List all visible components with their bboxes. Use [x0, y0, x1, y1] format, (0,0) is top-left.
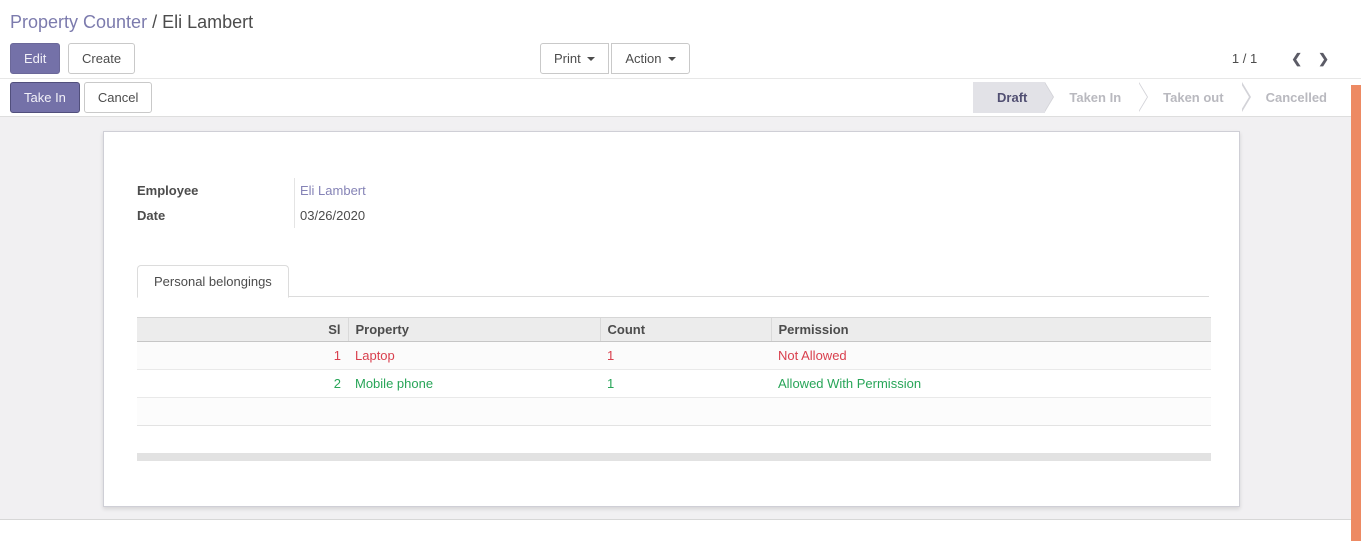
status-step-taken-in[interactable]: Taken In — [1045, 82, 1148, 113]
status-steps: Draft Taken In Taken out Cancelled — [973, 82, 1345, 113]
table-row-mobile-phone[interactable]: 2 Mobile phone 1 Allowed With Permission — [137, 369, 1211, 398]
field-row-date: Date 03/26/2020 — [137, 203, 1239, 228]
edit-button[interactable]: Edit — [10, 43, 61, 74]
table-header-row: Sl Property Count Permission — [137, 317, 1211, 342]
chevron-left-icon[interactable]: ❮ — [1291, 50, 1303, 66]
date-field-value: 03/26/2020 — [294, 203, 614, 228]
employee-field-value-link[interactable]: Eli Lambert — [300, 183, 366, 198]
print-dropdown-button[interactable]: Print — [540, 43, 609, 74]
cell-property: Laptop — [348, 341, 600, 370]
tab-personal-belongings[interactable]: Personal belongings — [137, 265, 289, 298]
action-dropdown-button[interactable]: Action — [611, 43, 690, 74]
breadcrumb: Property Counter / Eli Lambert — [0, 0, 1361, 34]
statusbar: Take In Cancel Draft Taken In Taken out … — [0, 79, 1361, 117]
caret-down-icon — [586, 57, 595, 61]
control-panel: Property Counter / Eli Lambert Edit Crea… — [0, 0, 1361, 79]
chevron-right-icon[interactable]: ❯ — [1318, 50, 1329, 66]
status-step-draft[interactable]: Draft — [973, 82, 1055, 113]
cell-sl: 2 — [137, 369, 348, 398]
status-step-taken-out[interactable]: Taken out — [1139, 82, 1252, 113]
action-menus: Print Action — [540, 43, 690, 74]
pager: 1 / 1 ❮ ❯ — [1232, 43, 1337, 74]
notebook-tabs: Personal belongings — [137, 264, 1209, 298]
cell-count: 1 — [600, 341, 771, 370]
field-row-employee: Employee Eli Lambert — [137, 178, 1239, 203]
cell-count: 1 — [600, 369, 771, 398]
cell-sl: 1 — [137, 341, 348, 370]
form-view-background: Employee Eli Lambert Date 03/26/2020 Per… — [0, 117, 1361, 520]
breadcrumb-parent-link[interactable]: Property Counter — [10, 12, 148, 32]
employee-field-label: Employee — [137, 183, 199, 198]
breadcrumb-separator: / — [147, 12, 163, 32]
date-field-label: Date — [137, 208, 166, 223]
table-horizontal-scrollbar[interactable] — [137, 453, 1211, 461]
action-dropdown-label: Action — [625, 51, 662, 66]
cell-property: Mobile phone — [348, 369, 600, 398]
table-row-laptop[interactable]: 1 Laptop 1 Not Allowed — [137, 341, 1211, 370]
take-in-button[interactable]: Take In — [10, 82, 80, 113]
belongings-table: Sl Property Count Permission 1 Laptop 1 … — [137, 317, 1211, 426]
cell-permission: Allowed With Permission — [771, 369, 1211, 398]
create-button[interactable]: Create — [68, 43, 136, 74]
print-dropdown-label: Print — [554, 51, 581, 66]
column-header-count[interactable]: Count — [599, 317, 771, 342]
page-bottom-area — [0, 520, 1361, 540]
cancel-button[interactable]: Cancel — [83, 82, 153, 113]
cell-permission: Not Allowed — [771, 341, 1211, 370]
table-empty-row — [137, 397, 1211, 426]
breadcrumb-current: Eli Lambert — [162, 12, 254, 32]
vertical-scrollbar-thumb[interactable] — [1351, 85, 1361, 541]
left-buttons: Edit Create — [10, 43, 136, 74]
column-header-sl[interactable]: Sl — [137, 317, 348, 342]
form-sheet: Employee Eli Lambert Date 03/26/2020 Per… — [103, 131, 1240, 507]
column-header-permission[interactable]: Permission — [770, 317, 1211, 342]
pager-value: 1 / 1 — [1231, 51, 1258, 66]
control-panel-buttons-row: Edit Create Print Action 1 / 1 ❮ ❯ — [0, 43, 1361, 74]
status-step-cancelled[interactable]: Cancelled — [1265, 90, 1327, 105]
caret-down-icon — [667, 57, 676, 61]
column-header-property[interactable]: Property — [347, 317, 600, 342]
